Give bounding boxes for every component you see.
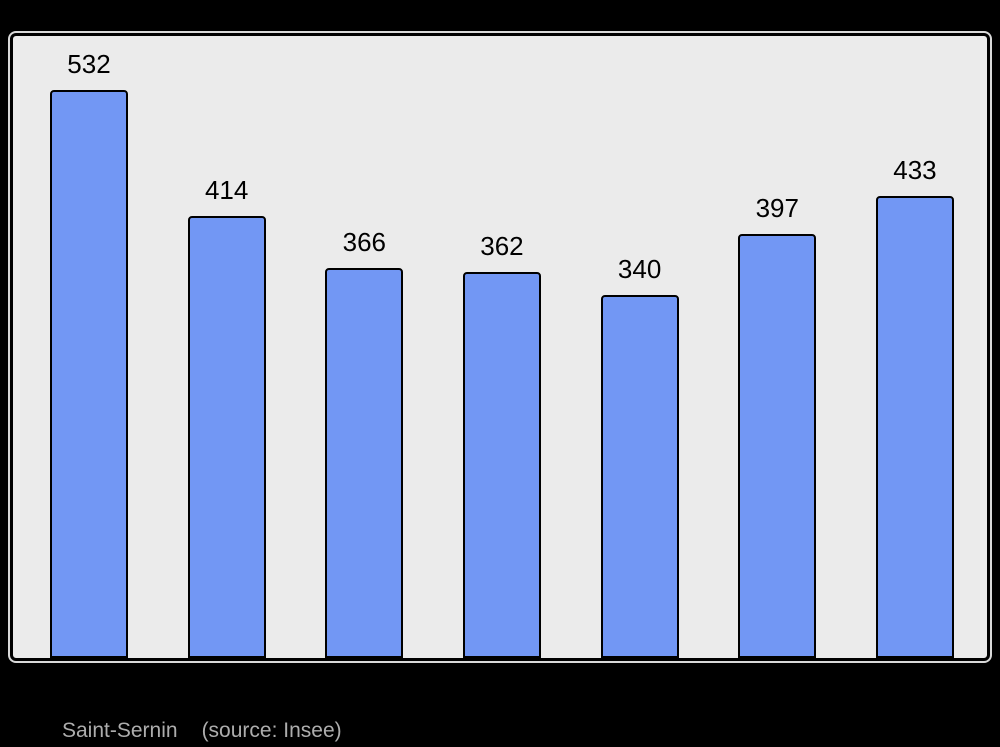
caption-source-note: (source: Insee) bbox=[201, 719, 342, 742]
bar-column: 414 bbox=[187, 175, 266, 658]
bar-value-label: 366 bbox=[342, 227, 386, 258]
bar bbox=[187, 216, 266, 658]
bar-value-label: 414 bbox=[204, 175, 249, 206]
bar bbox=[738, 234, 817, 658]
bar-column: 532 bbox=[50, 49, 128, 658]
bar-series: 532 414 366 362 340 397 433 bbox=[13, 36, 987, 658]
bar bbox=[600, 295, 679, 658]
bar-value-label: 397 bbox=[755, 193, 799, 224]
bar-column: 340 bbox=[600, 254, 679, 658]
bar-column: 366 bbox=[325, 227, 404, 658]
bar-value-label: 340 bbox=[617, 254, 662, 285]
bar-column: 433 bbox=[875, 155, 954, 658]
bar-column: 362 bbox=[462, 231, 541, 658]
bar bbox=[875, 196, 954, 658]
bar-value-label: 433 bbox=[893, 155, 937, 186]
bar bbox=[50, 90, 128, 658]
bar-value-label: 532 bbox=[67, 49, 111, 80]
chart-caption: Saint-Sernin (source: Insee) bbox=[62, 719, 342, 743]
bar bbox=[325, 268, 404, 658]
bar bbox=[462, 272, 541, 658]
caption-title: Saint-Sernin bbox=[62, 719, 178, 742]
bar-column: 397 bbox=[738, 193, 817, 658]
chart-plot-area: 532 414 366 362 340 397 433 bbox=[10, 33, 990, 661]
bar-value-label: 362 bbox=[480, 231, 524, 262]
